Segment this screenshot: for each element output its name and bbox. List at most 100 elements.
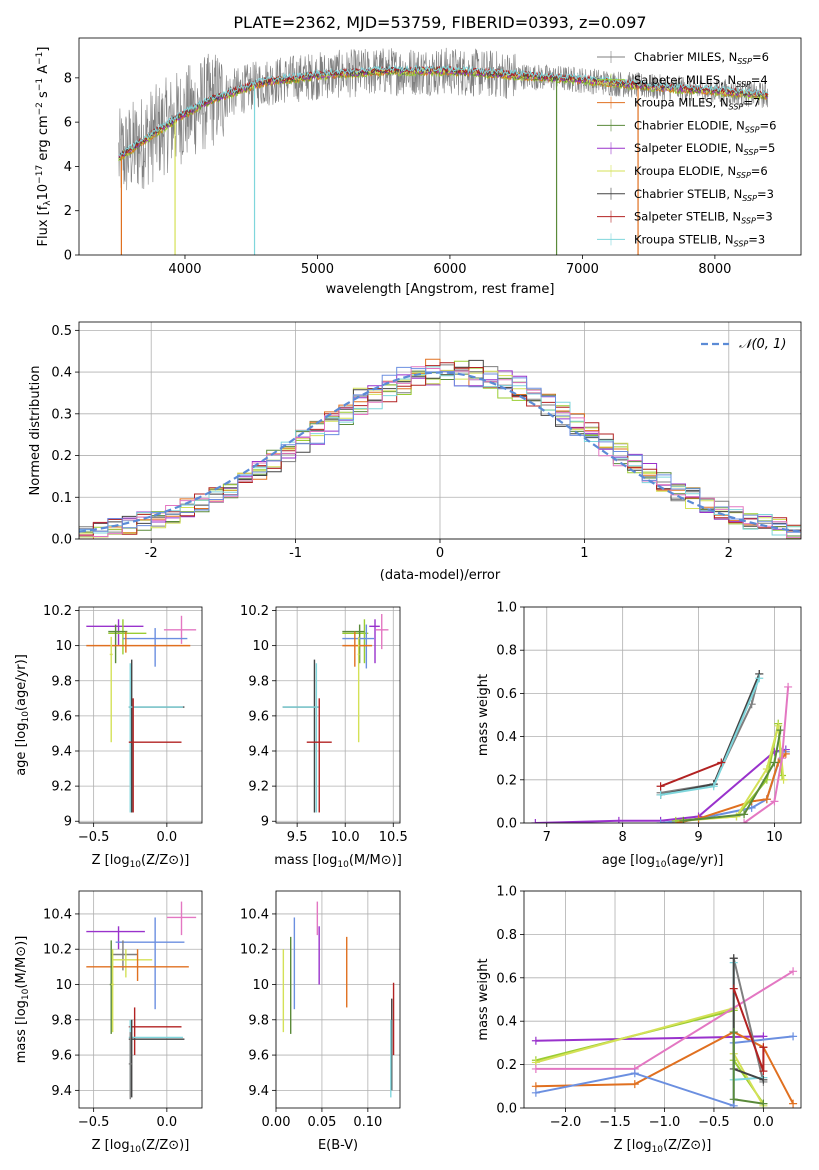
x-tick-label: 0.0 (753, 1115, 774, 1130)
mass-weight-line-chabrier_elodie (683, 729, 782, 822)
y-tick-label: 0.4 (496, 1015, 517, 1030)
legend-label: 𝒩(0, 1) (739, 337, 786, 352)
mass-weight-marker-chabrier_stelib (729, 954, 738, 963)
histogram-chabrier_stelib (79, 359, 801, 532)
mass-weight-line-salpeter_miles (535, 1009, 765, 1105)
x-tick-label: 10.0 (331, 830, 360, 845)
y-tick-label: 1.0 (496, 601, 517, 616)
y-tick-label: 0.0 (51, 533, 72, 548)
x-tick-label: −0.5 (698, 1115, 730, 1130)
mass-weight-marker-salpeter_miles (671, 816, 680, 823)
mass-weight-marker-kroupa_stelib (656, 790, 665, 799)
spectrum-plot-area (118, 47, 769, 255)
mass_vs_ebv-labels: E(B-V) (318, 1138, 358, 1153)
legend-label: Salpeter STELIB, NSSP=3 (634, 210, 773, 226)
y-tick-label: 9.8 (51, 1013, 72, 1028)
mass-weight-marker-salpeter_stelib (656, 782, 665, 791)
y-tick-label: 10.2 (240, 943, 269, 958)
y-tick-label: 0.1 (51, 491, 72, 506)
mass_vs_ebv-frame (275, 890, 401, 1109)
mass-weight-marker-kroupa_stelib (755, 674, 764, 683)
age_vs_Z-frame (78, 606, 203, 824)
mass-weight-line-pink (743, 686, 790, 823)
y-tick-label: 10 (55, 978, 72, 993)
age_vs_Z-plot-area (86, 615, 197, 813)
legend-label: Chabrier ELODIE, NSSP=6 (634, 118, 776, 134)
x-tick-label: −0.5 (78, 830, 110, 845)
mass-weight-marker-blue (789, 1032, 798, 1041)
spectrum-frame (78, 37, 802, 256)
y-tick-label: 9.6 (51, 1049, 72, 1064)
x-tick-label: 2 (725, 546, 733, 561)
y-tick-label: 9.2 (51, 780, 72, 795)
y-tick-label: 10.2 (240, 604, 269, 619)
y-tick-label: 1.0 (496, 885, 517, 900)
y-tick-label: 10.2 (43, 604, 72, 619)
residuals-plot-area (79, 358, 801, 539)
mass-weight-line-chabrier_miles (732, 958, 765, 1083)
legend-entry: Kroupa ELODIE, NSSP=6 (597, 164, 768, 180)
histogram-kroupa_stelib (79, 366, 801, 536)
mass-weight-marker-pink (740, 819, 749, 823)
residuals-xlabel: (data-model)/error (380, 568, 501, 583)
legend-label: Salpeter ELODIE, NSSP=5 (634, 141, 775, 157)
massweight_vs_Z-plot-area (531, 954, 798, 1108)
spectrum-axes: 4000 5000 6000 7000 8000 0 2 4 6 8 (64, 71, 732, 277)
x-tick-label: 4000 (168, 262, 201, 277)
mass-weight-marker-salpeter_elodie (531, 819, 540, 823)
histogram-salpeter_elodie (79, 370, 801, 539)
spectrum-labels: wavelength [Angstrom, rest frame] Flux [f… (35, 47, 554, 298)
mass-weight-marker-pink (789, 967, 798, 976)
x-tick-label: 0.10 (353, 1115, 382, 1130)
x-tick-label: −2.0 (550, 1115, 582, 1130)
massweight_vs_age-ylabel: mass weight (476, 674, 491, 756)
y-tick-label: 9.4 (51, 1084, 72, 1099)
x-tick-label: 10.5 (379, 830, 408, 845)
mass-weight-marker-chabrier_elodie (679, 816, 688, 823)
y-tick-label: 9.8 (248, 1013, 269, 1028)
y-tick-label: 0.6 (496, 971, 517, 986)
y-tick-label: 10.2 (43, 943, 72, 958)
y-tick-label: 0.2 (496, 773, 517, 788)
y-tick-label: 10 (252, 639, 269, 654)
histogram-kroupa_elodie (79, 369, 801, 538)
mass-weight-marker-kroupa_miles (762, 795, 771, 804)
x-tick-label: −1.0 (649, 1115, 681, 1130)
x-tick-label: 0 (436, 546, 444, 561)
mass-weight-marker-salpeter_stelib (759, 1067, 768, 1076)
y-tick-label: 10 (55, 639, 72, 654)
y-tick-label: 9.8 (248, 674, 269, 689)
age_vs_mass-labels: mass [log10(M/M⊙)] (274, 853, 402, 870)
mass-weight-marker-blue (656, 819, 665, 823)
mass-weight-marker-pink (531, 1064, 540, 1073)
massweight_vs_Z-labels: Z [log10(Z/Z⊙)] mass weight (476, 958, 711, 1155)
x-tick-label: 1 (580, 546, 588, 561)
massweight_vs_age-frame (523, 606, 802, 824)
histogram-kroupa_miles (79, 358, 801, 539)
histogram-salpeter_stelib (79, 362, 801, 538)
axis-label: age [log10(age/yr)] (14, 654, 31, 776)
massweight_vs_Z-ylabel: mass weight (476, 958, 491, 1040)
mass_vs_Z-labels: Z [log10(Z/Z⊙)] mass [log10(M/M⊙)] (14, 936, 189, 1155)
y-tick-label: 9.4 (51, 745, 72, 760)
y-tick-label: 0.0 (496, 1102, 517, 1117)
y-tick-label: 0.4 (51, 366, 72, 381)
mass-weight-marker-blue (630, 1069, 639, 1078)
y-tick-label: 0.2 (51, 449, 72, 464)
histogram-chabrier_elodie (79, 370, 801, 538)
x-tick-label: 5000 (301, 262, 334, 277)
x-tick-label: 6000 (433, 262, 466, 277)
legend-entry: Salpeter STELIB, NSSP=3 (597, 210, 773, 226)
mass_vs_Z-plot-area (86, 901, 197, 1100)
axis-label: Z [log10(Z/Z⊙)] (92, 1138, 190, 1155)
y-tick-label: 0.8 (496, 928, 517, 943)
y-tick-label: 9.2 (248, 780, 269, 795)
legend-label: Chabrier STELIB, NSSP=3 (634, 187, 774, 203)
legend-entry: Kroupa STELIB, NSSP=3 (597, 232, 765, 248)
axis-label: age [log10(age/yr)] (602, 853, 724, 870)
mass-weight-line-chabrier_miles (660, 673, 761, 794)
y-tick-label: 9.6 (248, 709, 269, 724)
mass-weight-marker-pink (778, 754, 787, 763)
mass_vs_ebv-axes: 0.00 0.05 0.10 9.4 9.6 9.8 10 10.2 10.4 (240, 891, 400, 1130)
mass-weight-line-kroupa_elodie (535, 1006, 765, 1107)
